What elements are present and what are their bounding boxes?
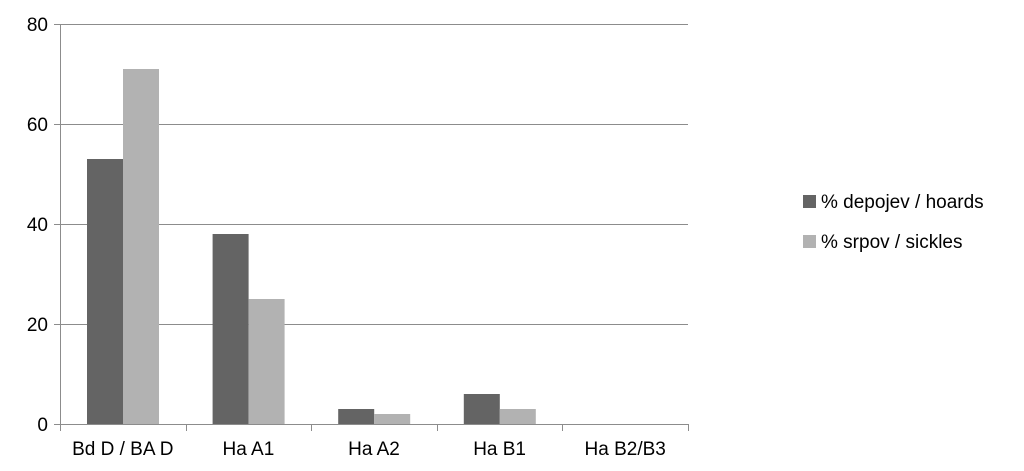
x-tick-label: Bd D / BA D — [72, 439, 173, 460]
y-tick-label: 20 — [27, 315, 48, 336]
bar-hoards — [338, 409, 375, 424]
bar-hoards — [463, 394, 500, 424]
y-tick-label: 40 — [27, 215, 48, 236]
gridlines — [60, 24, 688, 325]
bar-sickles — [248, 299, 285, 424]
y-tick-labels: 0 20 40 60 80 — [27, 15, 48, 436]
x-tick-label: Ha B2/B3 — [585, 439, 666, 460]
legend: % depojev / hoards % srpov / sickles — [803, 192, 984, 253]
bar-sickles — [374, 414, 411, 424]
bar-hoards — [87, 159, 123, 424]
bar-sickles — [499, 409, 536, 424]
x-tick-label: Ha B1 — [473, 439, 526, 460]
x-tick-label: Ha A2 — [348, 439, 400, 460]
x-tick-label: Ha A1 — [223, 439, 275, 460]
bar-sickles — [123, 69, 159, 424]
legend-label: % depojev / hoards — [821, 192, 984, 213]
bars — [87, 69, 536, 424]
bar-hoards — [212, 234, 249, 424]
y-tick-label: 80 — [27, 15, 48, 36]
y-tick-label: 60 — [27, 115, 48, 136]
axes — [54, 24, 689, 431]
legend-swatch — [803, 235, 816, 248]
legend-label: % srpov / sickles — [821, 232, 962, 253]
x-tick-labels: Bd D / BA D Ha A1 Ha A2 Ha B1 Ha B2/B3 — [72, 439, 666, 460]
legend-swatch — [803, 195, 816, 208]
y-tick-label: 0 — [37, 415, 48, 436]
